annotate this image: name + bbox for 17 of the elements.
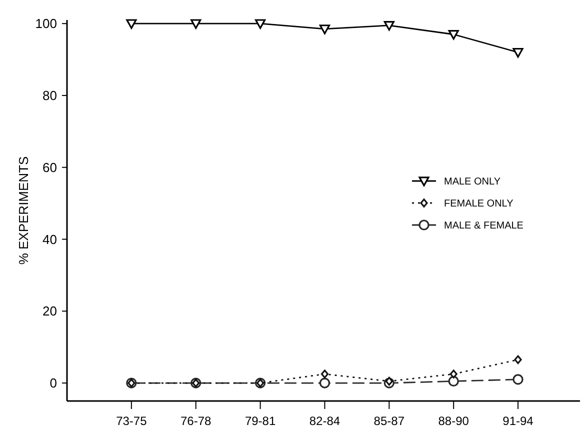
legend-label: MALE ONLY — [444, 176, 501, 188]
x-tick-label: 82-84 — [309, 414, 340, 428]
legend-label: FEMALE ONLY — [444, 198, 514, 210]
y-tick-label: 0 — [50, 376, 57, 391]
x-tick-label: 85-87 — [374, 414, 405, 428]
y-tick-label: 80 — [42, 88, 57, 104]
y-tick-label: 20 — [42, 304, 57, 319]
y-tick-label: 60 — [42, 160, 57, 175]
x-tick-label: 79-81 — [244, 414, 276, 428]
x-tick-label: 88-90 — [438, 414, 470, 428]
y-tick-label: 100 — [35, 16, 57, 32]
y-tick-label: 40 — [42, 232, 57, 247]
legend-label: MALE & FEMALE — [444, 220, 524, 232]
x-tick-label: 76-78 — [180, 414, 212, 428]
x-tick-label: 73-75 — [116, 414, 148, 428]
x-tick-label: 91-94 — [502, 414, 534, 428]
y-axis-title: % EXPERIMENTS — [16, 156, 31, 265]
